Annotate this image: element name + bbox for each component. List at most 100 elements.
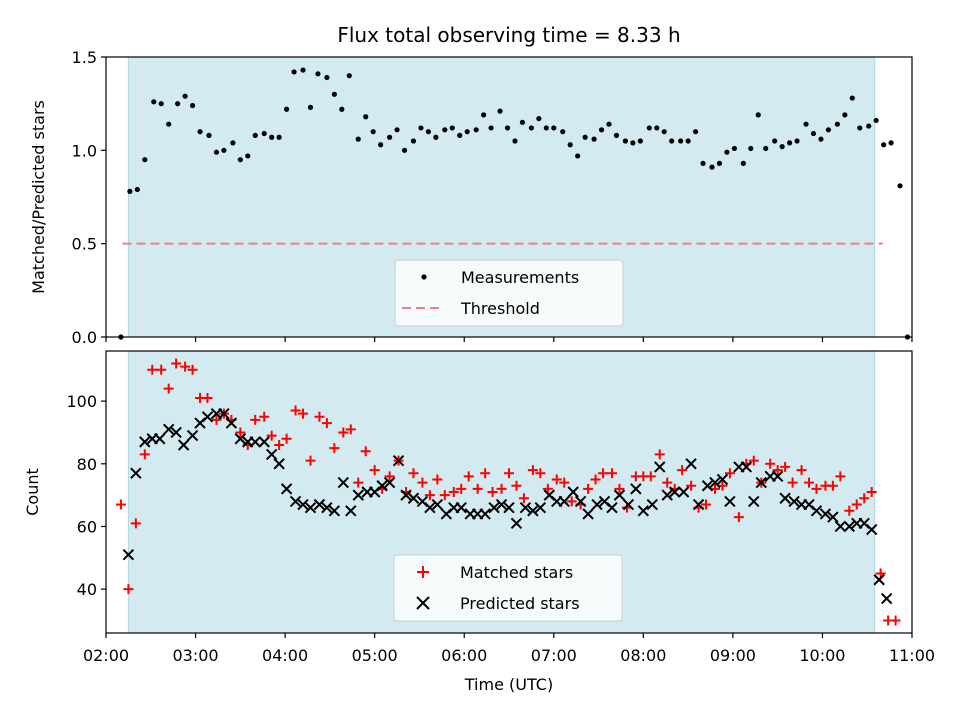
measurement-point bbox=[134, 186, 140, 193]
matched-stars-point bbox=[180, 361, 191, 372]
measurement-point bbox=[857, 125, 863, 131]
predicted-stars-point bbox=[177, 439, 190, 451]
matched-stars-point bbox=[432, 474, 443, 485]
matched-stars-point bbox=[448, 487, 459, 497]
measurement-point bbox=[692, 129, 699, 135]
predicted-stars-point bbox=[234, 433, 247, 445]
measurement-point bbox=[755, 112, 761, 118]
measurement-point bbox=[307, 104, 314, 110]
measurement-point bbox=[779, 144, 785, 150]
predicted-stars-point bbox=[186, 429, 199, 442]
legend-entry-label: Measurements bbox=[461, 268, 579, 287]
matched-stars-point bbox=[487, 487, 498, 497]
measurement-point bbox=[324, 74, 330, 81]
measurement-point bbox=[331, 91, 337, 97]
predicted-stars-point bbox=[646, 498, 658, 511]
predicted-stars-point bbox=[455, 501, 467, 514]
measurement-point bbox=[794, 138, 800, 144]
measurement-point bbox=[598, 127, 605, 133]
measurement-point bbox=[481, 112, 487, 118]
measurement-point bbox=[127, 188, 133, 194]
matched-stars-point bbox=[123, 584, 134, 595]
matched-stars-point bbox=[338, 427, 349, 438]
measurement-point bbox=[731, 145, 737, 152]
measurement-point bbox=[276, 134, 282, 140]
measurement-point bbox=[206, 132, 212, 138]
top-y-tick-label: 1.5 bbox=[72, 48, 97, 67]
predicted-stars-point bbox=[827, 511, 839, 523]
top-panel: 0.0 0.5 1.0 1.5 Measurements Threshold bbox=[72, 48, 913, 347]
predicted-stars-point bbox=[321, 501, 333, 514]
predicted-stars-point bbox=[771, 470, 784, 483]
measurement-point bbox=[189, 102, 196, 109]
matched-stars-point bbox=[733, 512, 744, 523]
predicted-stars-point bbox=[424, 501, 436, 514]
matched-stars-point bbox=[115, 499, 126, 510]
x-tick-label: 11:00 bbox=[889, 646, 935, 665]
predicted-stars-point bbox=[748, 495, 760, 508]
predicted-stars-point bbox=[779, 492, 791, 504]
measurement-point bbox=[197, 129, 203, 135]
measurement-point bbox=[504, 125, 511, 131]
predicted-stars-point bbox=[304, 501, 317, 514]
matched-stars-point bbox=[496, 483, 507, 494]
measurement-point bbox=[669, 138, 675, 144]
measurement-point bbox=[849, 95, 855, 101]
measurement-point bbox=[803, 121, 809, 127]
predicted-stars-point bbox=[716, 473, 729, 486]
top-y-tick-label: 1.0 bbox=[72, 141, 97, 160]
measurement-point bbox=[519, 119, 526, 125]
x-tick-label: 02:00 bbox=[83, 646, 129, 665]
measurement-point bbox=[560, 129, 566, 135]
predicted-stars-point bbox=[865, 523, 878, 536]
predicted-stars-point bbox=[328, 505, 341, 517]
measurement-point bbox=[866, 123, 872, 129]
matched-stars-point bbox=[463, 471, 474, 482]
measurement-point bbox=[142, 157, 148, 163]
matched-stars-point bbox=[787, 477, 798, 488]
measurement-point bbox=[709, 164, 715, 170]
predicted-stars-point bbox=[582, 508, 594, 520]
legend-entry-label: Threshold bbox=[460, 299, 540, 318]
matched-stars-point bbox=[542, 483, 553, 494]
predicted-stars-point bbox=[218, 407, 230, 420]
bottom-y-tick-label: 60 bbox=[77, 517, 97, 536]
predicted-stars-point bbox=[392, 454, 405, 467]
measurement-point bbox=[457, 132, 463, 138]
predicted-stars-point bbox=[788, 495, 800, 508]
predicted-stars-point bbox=[519, 501, 532, 514]
predicted-stars-point bbox=[819, 508, 832, 520]
predicted-stars-point bbox=[873, 574, 885, 586]
bottom-panel: 40 60 80 100 02:00 03:00 04:00 05:00 06:00 07:00 0… bbox=[66, 350, 935, 665]
matched-stars-point bbox=[274, 440, 285, 450]
matched-stars-point bbox=[590, 474, 601, 485]
measurement-point bbox=[315, 71, 321, 77]
predicted-stars-point bbox=[488, 501, 500, 514]
measurement-point bbox=[748, 145, 754, 152]
x-axis-label: Time (UTC) bbox=[464, 675, 553, 694]
bottom-series-plus bbox=[115, 358, 901, 626]
predicted-stars-point bbox=[407, 492, 420, 504]
measurement-point bbox=[646, 125, 652, 131]
matched-stars-point bbox=[156, 364, 167, 375]
matched-stars-point bbox=[360, 446, 371, 457]
measurement-point bbox=[888, 140, 894, 146]
measurement-point bbox=[449, 125, 455, 131]
matched-stars-point bbox=[662, 477, 673, 488]
legend-entry-label: Predicted stars bbox=[460, 594, 580, 613]
measurement-point bbox=[418, 125, 424, 131]
matched-stars-point bbox=[844, 505, 855, 516]
measurement-point bbox=[567, 142, 573, 148]
matched-stars-point bbox=[551, 474, 562, 485]
matched-stars-point bbox=[804, 477, 815, 488]
measurement-point bbox=[637, 138, 643, 144]
measurement-point bbox=[825, 127, 832, 133]
matched-stars-point bbox=[266, 430, 277, 441]
measurement-point bbox=[442, 127, 448, 133]
measurement-point bbox=[401, 147, 408, 153]
matched-stars-point bbox=[235, 427, 246, 438]
predicted-stars-point bbox=[880, 592, 893, 605]
predicted-stars-point bbox=[661, 489, 673, 501]
top-y-tick-label: 0.5 bbox=[72, 235, 97, 254]
matched-stars-point bbox=[890, 615, 901, 626]
